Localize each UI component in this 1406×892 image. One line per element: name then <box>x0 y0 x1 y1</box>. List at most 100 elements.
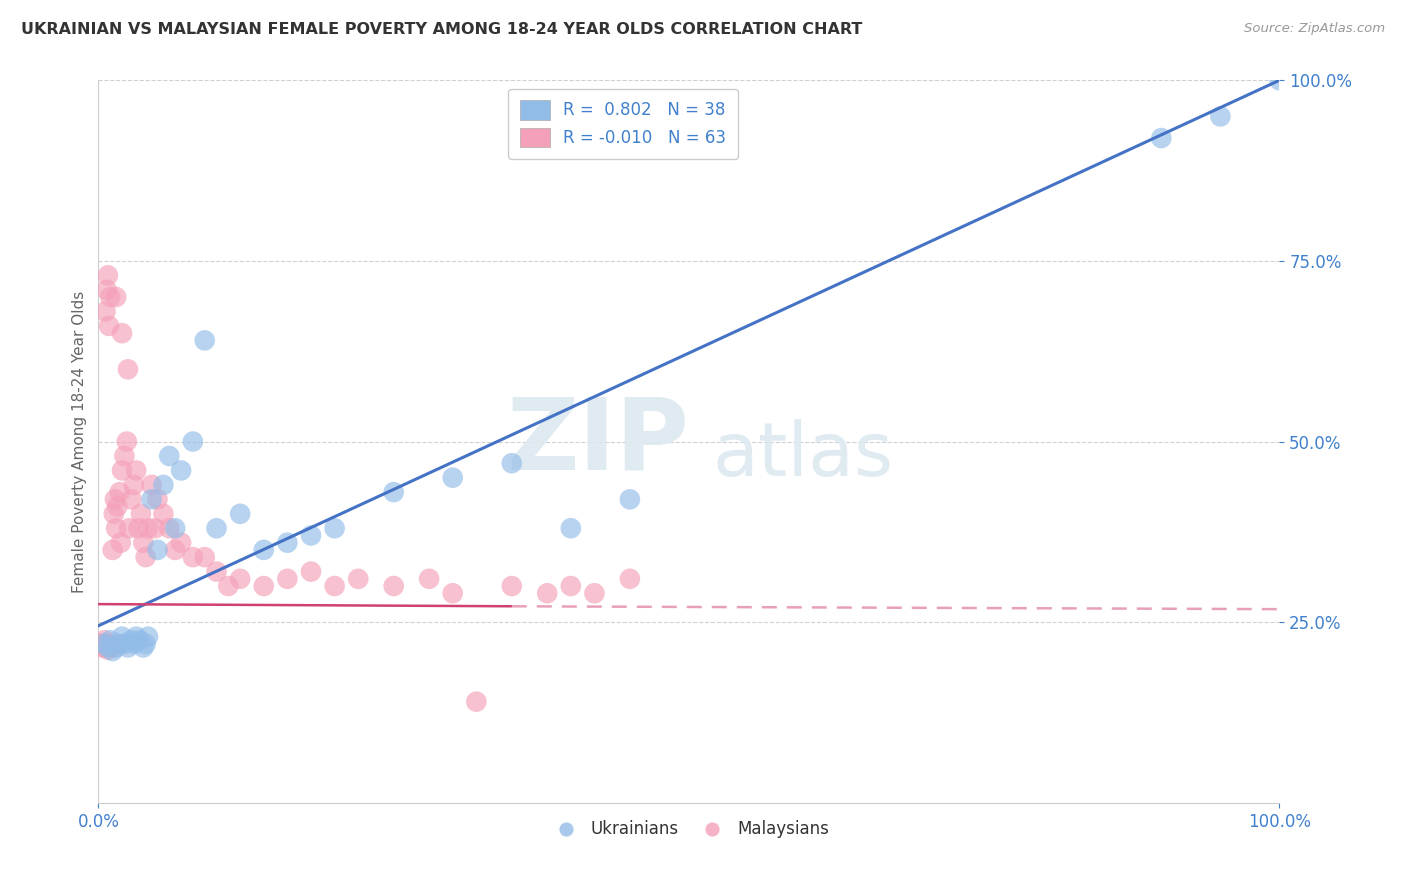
Point <box>135 550 157 565</box>
Point <box>97 642 120 657</box>
Point <box>1150 131 1173 145</box>
Point <box>105 500 128 514</box>
Point <box>418 572 440 586</box>
Point <box>253 542 276 557</box>
Point <box>118 521 141 535</box>
Point <box>98 637 121 651</box>
Point <box>93 637 115 651</box>
Point <box>125 463 148 477</box>
Point <box>323 521 346 535</box>
Point <box>136 521 159 535</box>
Point <box>157 449 180 463</box>
Point <box>96 283 118 297</box>
Point <box>105 521 128 535</box>
Point <box>501 579 523 593</box>
Point <box>115 434 138 449</box>
Point <box>276 572 298 586</box>
Point <box>111 326 134 340</box>
Point <box>152 507 174 521</box>
Point <box>157 521 180 535</box>
Text: atlas: atlas <box>713 419 894 492</box>
Point <box>100 640 122 655</box>
Point <box>253 579 276 593</box>
Point <box>323 579 346 593</box>
Point <box>194 334 217 348</box>
Point <box>117 640 139 655</box>
Point <box>619 572 641 586</box>
Point <box>91 637 114 651</box>
Point <box>152 478 174 492</box>
Point <box>122 637 145 651</box>
Point <box>382 579 405 593</box>
Point <box>94 640 117 655</box>
Point <box>146 542 169 557</box>
Legend: Ukrainians, Malaysians: Ukrainians, Malaysians <box>543 814 835 845</box>
Point <box>121 492 143 507</box>
Point <box>128 633 150 648</box>
Point <box>141 478 163 492</box>
Point <box>112 637 135 651</box>
Point <box>181 550 204 565</box>
Point <box>141 492 163 507</box>
Point <box>103 507 125 521</box>
Point <box>560 579 582 593</box>
Point <box>97 640 120 655</box>
Point <box>121 633 143 648</box>
Point <box>98 318 121 333</box>
Y-axis label: Female Poverty Among 18-24 Year Olds: Female Poverty Among 18-24 Year Olds <box>72 291 87 592</box>
Point <box>96 638 118 652</box>
Point <box>465 695 488 709</box>
Point <box>132 535 155 549</box>
Point <box>122 478 145 492</box>
Point <box>117 362 139 376</box>
Point <box>1268 73 1291 87</box>
Point <box>536 586 558 600</box>
Point <box>194 550 217 565</box>
Point <box>229 572 252 586</box>
Point <box>98 633 121 648</box>
Point <box>98 290 121 304</box>
Point <box>276 535 298 549</box>
Point <box>501 456 523 470</box>
Point <box>108 637 131 651</box>
Point <box>129 507 152 521</box>
Point <box>128 521 150 535</box>
Point <box>165 521 187 535</box>
Point <box>91 640 114 655</box>
Point <box>135 637 157 651</box>
Point <box>101 542 124 557</box>
Point <box>93 633 115 648</box>
Point <box>299 528 322 542</box>
Point <box>110 535 132 549</box>
Point <box>97 268 120 283</box>
Point <box>105 290 128 304</box>
Point <box>165 542 187 557</box>
Point <box>90 637 112 651</box>
Point <box>619 492 641 507</box>
Point <box>101 644 124 658</box>
Point <box>136 630 159 644</box>
Point <box>217 579 239 593</box>
Point <box>441 586 464 600</box>
Point <box>143 521 166 535</box>
Point <box>181 434 204 449</box>
Point <box>105 640 128 655</box>
Point <box>111 463 134 477</box>
Point <box>104 492 127 507</box>
Point <box>111 630 134 644</box>
Point <box>205 565 228 579</box>
Point <box>1209 110 1232 124</box>
Text: ZIP: ZIP <box>506 393 689 490</box>
Point <box>132 640 155 655</box>
Point <box>583 586 606 600</box>
Text: UKRAINIAN VS MALAYSIAN FEMALE POVERTY AMONG 18-24 YEAR OLDS CORRELATION CHART: UKRAINIAN VS MALAYSIAN FEMALE POVERTY AM… <box>21 22 862 37</box>
Point <box>347 572 370 586</box>
Point <box>108 485 131 500</box>
Point <box>299 565 322 579</box>
Point <box>98 638 121 652</box>
Point <box>112 449 135 463</box>
Point <box>205 521 228 535</box>
Point <box>170 463 193 477</box>
Point <box>170 535 193 549</box>
Point <box>146 492 169 507</box>
